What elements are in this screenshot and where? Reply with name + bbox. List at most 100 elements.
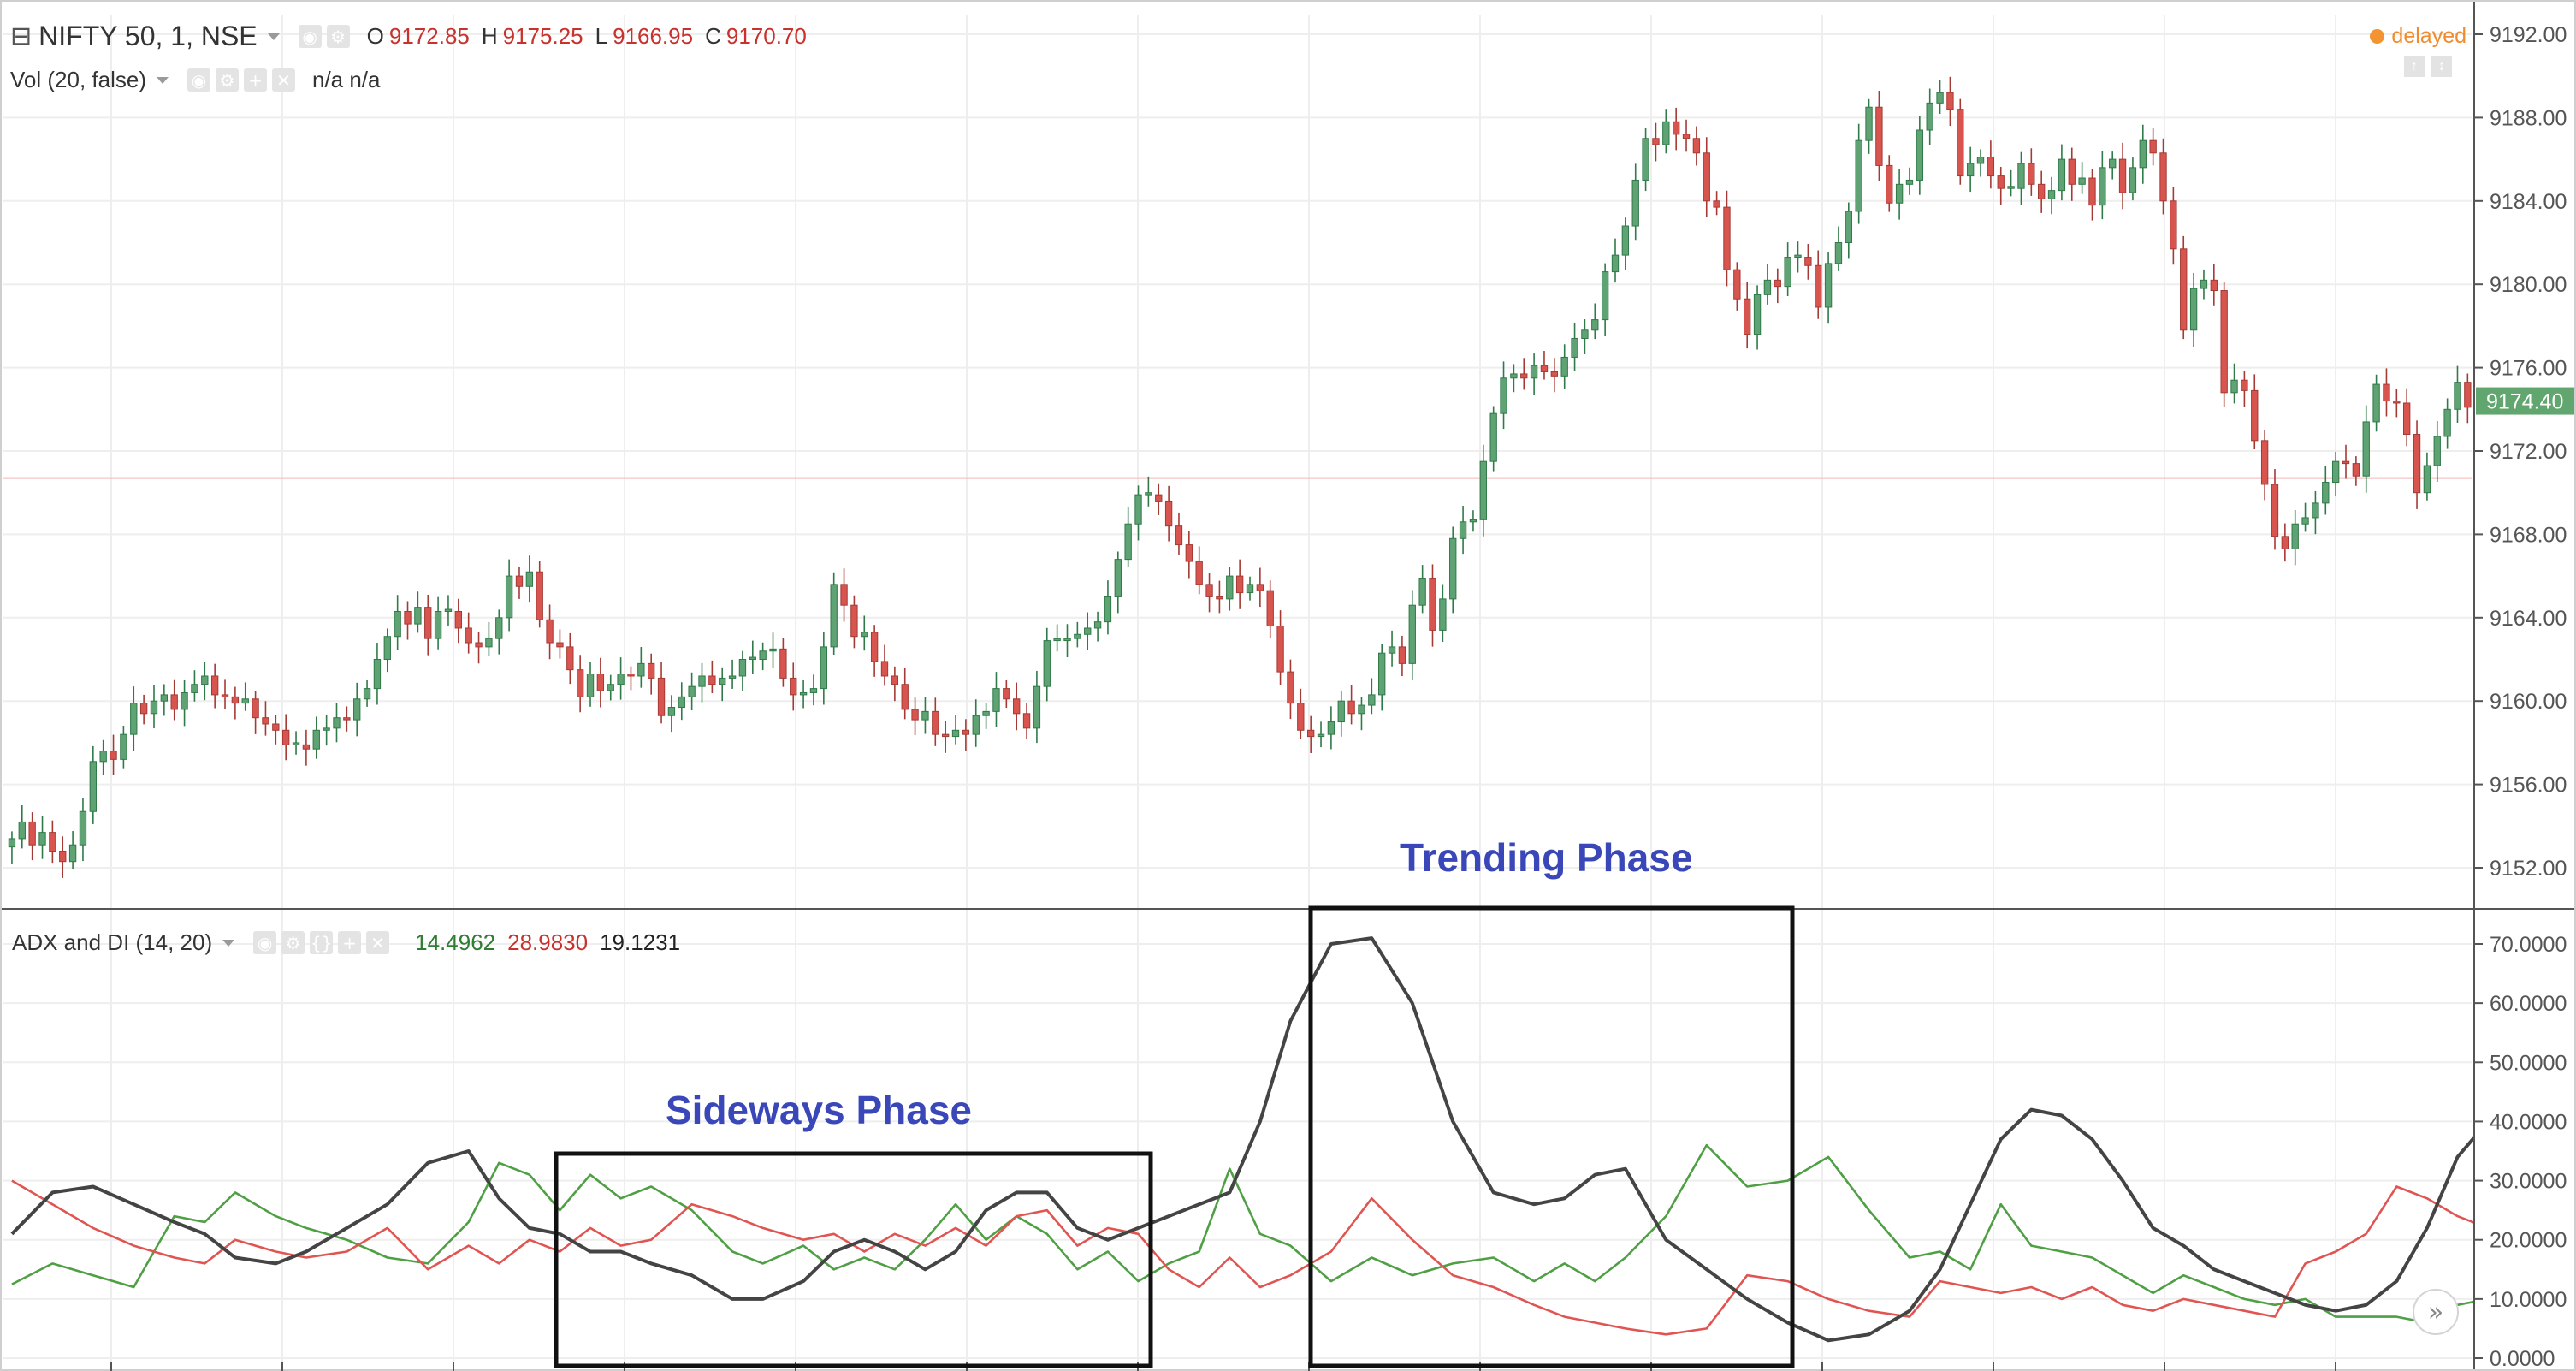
candle-body (2109, 158, 2117, 169)
candle-body (49, 832, 56, 852)
candle-body (424, 607, 432, 639)
candle-body (170, 694, 178, 710)
candle-body (992, 688, 1000, 712)
candle-body (231, 696, 240, 704)
candle-body (2068, 158, 2076, 185)
candle-body (2088, 177, 2096, 206)
candle-body (1033, 686, 1041, 729)
candle-body (678, 696, 685, 709)
candle-body (1815, 264, 1822, 308)
candle-body (556, 642, 564, 648)
close-icon[interactable]: ✕ (271, 68, 295, 92)
double-chevron-right-icon[interactable]: » (2413, 1289, 2459, 1335)
candle-body (1022, 713, 1031, 729)
candle-body (891, 675, 899, 686)
candle-body (1164, 500, 1173, 527)
trending-phase-label: Trending Phase (1400, 835, 1693, 880)
candle-body (1246, 584, 1254, 594)
candle-body (850, 604, 858, 638)
grid-lines (3, 15, 2472, 1369)
gear-icon[interactable]: ⚙ (215, 68, 239, 92)
minus-box-icon[interactable]: ⊟ (10, 21, 33, 51)
candle-body (566, 646, 574, 671)
candle-body (110, 751, 117, 760)
candle-body (394, 610, 401, 638)
candle-body (1845, 211, 1852, 244)
candle-body (2230, 379, 2238, 394)
candle-body (434, 610, 442, 639)
candle-body (160, 694, 169, 702)
braces-icon[interactable]: {} (310, 931, 334, 954)
candle-body (1682, 134, 1691, 139)
candle-body (1976, 157, 1985, 164)
candle-body (181, 691, 188, 710)
candle-body (2180, 248, 2188, 331)
volume-label[interactable]: Vol (20, false) (10, 67, 146, 92)
candle-body (272, 723, 280, 731)
candle-body (1571, 338, 1578, 358)
candle-body (1957, 109, 1964, 177)
adx-value: 19.1231 (600, 929, 681, 955)
candle-body (617, 674, 625, 686)
candle-body (2058, 158, 2066, 192)
indicator-tick-label: 50.0000 (2490, 1051, 2567, 1075)
eye-icon[interactable]: ◉ (253, 931, 277, 954)
candle-body (2454, 382, 2461, 410)
indicator-tick-label: 60.0000 (2490, 992, 2567, 1016)
gear-icon[interactable]: ⚙ (326, 25, 350, 48)
candle-body (1733, 269, 1741, 300)
candle-body (1235, 575, 1244, 594)
candle-body (1834, 242, 1843, 264)
chevron-down-icon[interactable] (222, 939, 235, 947)
adx-label[interactable]: ADX and DI (14, 20) (12, 929, 213, 955)
sideways-phase-box (554, 1151, 1153, 1368)
candle-body (779, 648, 787, 679)
candle-body (790, 677, 797, 696)
candle-body (1276, 626, 1284, 673)
candle-body (911, 709, 919, 721)
candle-body (1652, 138, 1660, 145)
candle-body (1175, 525, 1183, 546)
arrows-vertical-icon[interactable]: ↕ (2431, 56, 2452, 77)
candle-body (2331, 460, 2340, 484)
delayed-status: delayed (2370, 24, 2466, 49)
candle-body (1297, 703, 1305, 731)
phase-boxes (554, 905, 1795, 1368)
candle-body (1205, 584, 1213, 597)
candle-body (79, 810, 87, 846)
candle-body (1327, 721, 1335, 735)
eye-icon[interactable]: ◉ (298, 25, 322, 48)
candle-body (637, 662, 645, 677)
symbol-title[interactable]: NIFTY 50, 1, NSE (38, 21, 258, 51)
candle-body (769, 648, 777, 652)
eye-icon[interactable]: ◉ (187, 68, 210, 92)
candle-body (1408, 604, 1416, 664)
candle-body (99, 751, 107, 763)
candle-body (2312, 502, 2319, 519)
candle-body (1306, 729, 1315, 738)
candle-body (2170, 200, 2177, 250)
candle-body (2342, 460, 2350, 465)
candle-body (719, 677, 726, 686)
plus-icon[interactable]: + (338, 931, 362, 954)
arrow-up-icon[interactable]: ↑ (2404, 56, 2425, 77)
candle-body (2210, 279, 2218, 292)
close-icon[interactable]: ✕ (366, 931, 390, 954)
candle-body (596, 674, 605, 691)
candle-body (1155, 494, 1163, 502)
plus-icon[interactable]: + (243, 68, 267, 92)
chevron-down-icon[interactable] (267, 33, 280, 40)
candle-body (1429, 578, 1436, 631)
high-value: 9175.25 (502, 23, 583, 49)
chevron-down-icon[interactable] (156, 76, 169, 84)
candle-body (353, 698, 361, 721)
candle-body (2464, 382, 2472, 408)
candle-body (333, 717, 341, 729)
candle-body (1093, 621, 1102, 629)
gear-icon[interactable]: ⚙ (281, 931, 305, 954)
status-dot-icon (2370, 29, 2385, 44)
candle-body (1591, 319, 1599, 331)
candle-body (1256, 584, 1264, 591)
price-tick-label: 9176.00 (2490, 357, 2567, 381)
